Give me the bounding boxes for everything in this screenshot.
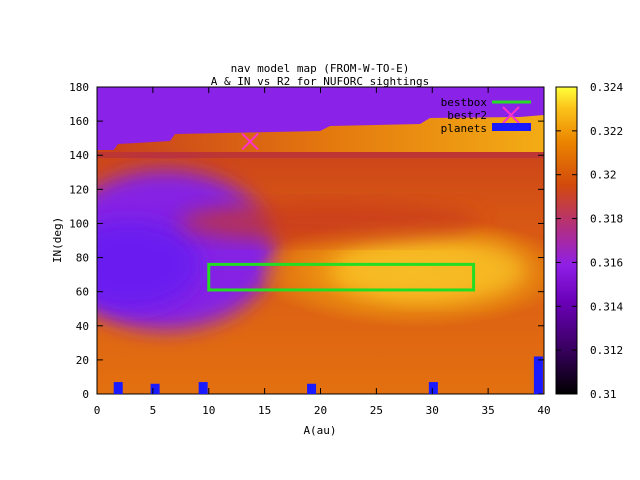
y-tick-label: 180 (69, 81, 89, 94)
y-axis-label: IN(deg) (51, 217, 64, 263)
y-tick-label: 100 (69, 217, 89, 230)
colorbar-tick-label: 0.324 (590, 81, 623, 94)
y-tick-label: 20 (76, 354, 89, 367)
planet-bar-3 (307, 383, 317, 394)
chart-title-line-2: A & IN vs R2 for NUFORC sightings (211, 75, 430, 88)
bestr2-marker (241, 132, 259, 151)
planet-bar-2 (198, 382, 208, 394)
y-tick-label: 40 (76, 320, 89, 333)
chart-title-line-1: nav model map (FROM-W-TO-E) (231, 62, 410, 75)
legend-label-bestr2: bestr2 (447, 109, 487, 122)
x-tick-label: 35 (482, 404, 495, 417)
y-tick-label: 60 (76, 286, 89, 299)
x-tick-label: 0 (94, 404, 101, 417)
legend: bestbox bestr2 planets (441, 96, 531, 135)
x-axis-label: A(au) (303, 424, 336, 437)
planets-bars (113, 356, 543, 394)
legend-label-planets: planets (441, 122, 487, 135)
colorbar-tick-label: 0.318 (590, 213, 623, 226)
x-tick-label: 15 (258, 404, 271, 417)
planet-bar-4 (428, 382, 438, 394)
y-tick-label: 80 (76, 252, 89, 265)
legend-swatch-bestr2 (502, 106, 520, 124)
planet-bar-0 (113, 382, 123, 394)
y-tick-label: 160 (69, 115, 89, 128)
heatmap-field (97, 87, 544, 394)
x-tick-label: 30 (426, 404, 439, 417)
colorbar-tick-label: 0.31 (590, 388, 617, 401)
colorbar-tick-label: 0.322 (590, 125, 623, 138)
colorbar-tick-label: 0.312 (590, 344, 623, 357)
x-tick-label: 40 (537, 404, 550, 417)
colorbar-tick-label: 0.316 (590, 256, 623, 269)
y-tick-label: 0 (82, 388, 89, 401)
colorbar (555, 86, 578, 395)
colorbar-ticks: 0.31 0.312 0.314 0.316 0.318 0.32 0.322 0.324 (556, 81, 623, 401)
planet-bar-1 (150, 383, 160, 394)
x-tick-label: 25 (370, 404, 383, 417)
y-tick-label: 120 (69, 183, 89, 196)
colorbar-tick-label: 0.32 (590, 169, 617, 182)
x-axis-ticks: 0 5 10 15 20 25 30 35 40 (94, 87, 551, 417)
legend-label-bestbox: bestbox (441, 96, 488, 109)
legend-swatch-planets (492, 123, 531, 131)
x-tick-label: 20 (314, 404, 327, 417)
x-tick-label: 5 (150, 404, 157, 417)
x-tick-label: 10 (202, 404, 215, 417)
y-axis-ticks: 0 20 40 60 80 100 120 140 160 180 (69, 81, 544, 401)
colorbar-tick-label: 0.314 (590, 300, 623, 313)
bestbox-rectangle (207, 262, 476, 292)
y-tick-label: 140 (69, 149, 89, 162)
bestr2-stroke-b (241, 132, 259, 151)
planet-bar-5 (533, 356, 543, 394)
